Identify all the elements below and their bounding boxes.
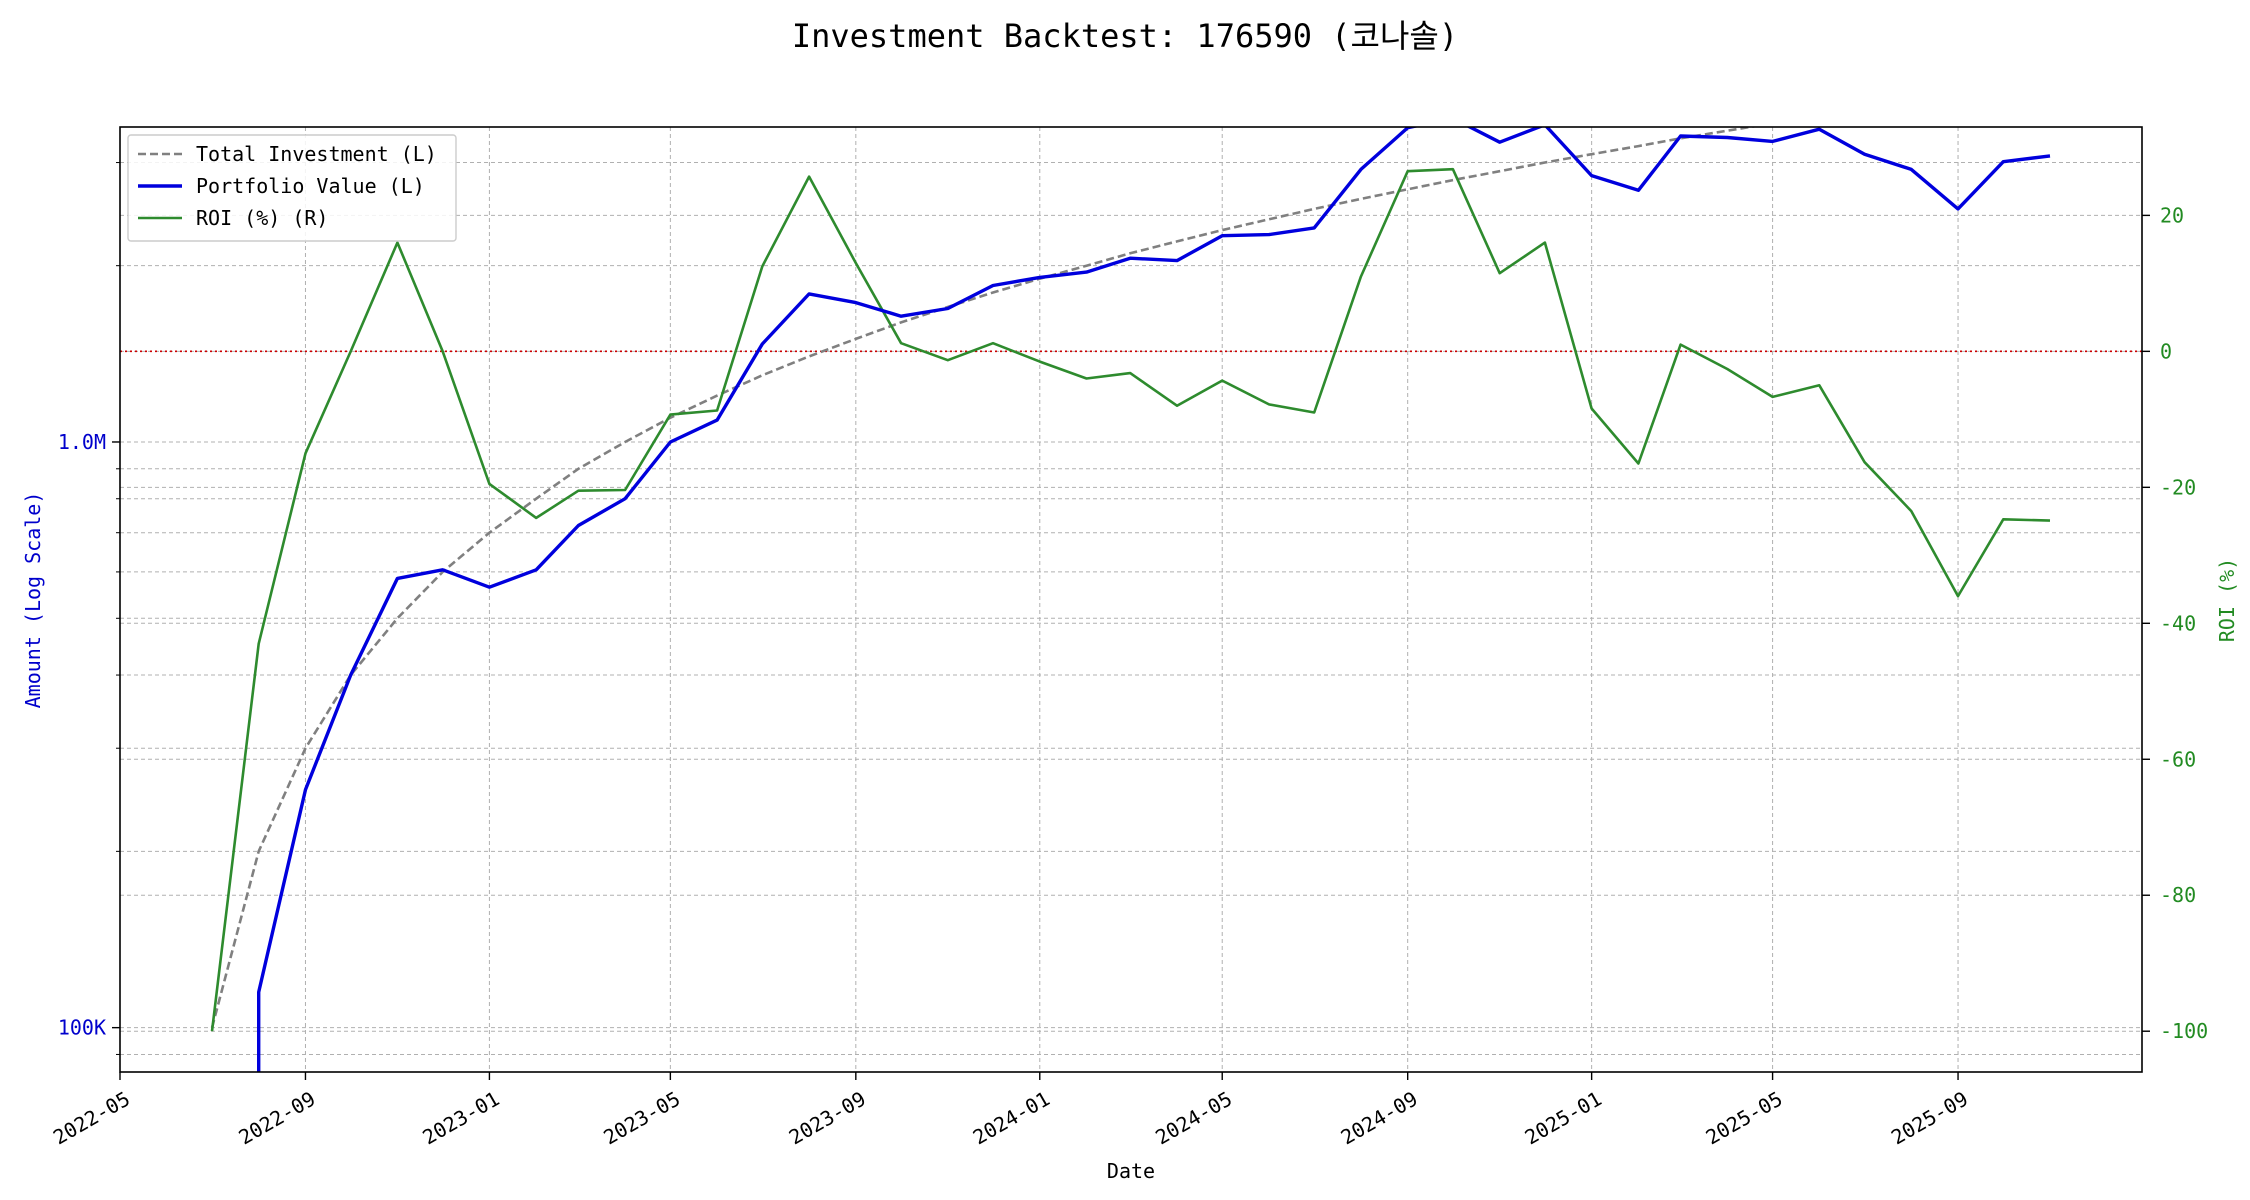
x-tick-label: 2022-09 [234, 1087, 319, 1150]
legend-box [127, 134, 457, 242]
legend-label-roi: ROI (%) (R) [196, 206, 328, 230]
series-line-roi-r [210, 167, 2051, 1032]
plot-frame [119, 126, 2143, 1073]
chart-title: Investment Backtest: 176590 (코나솔) [792, 17, 1458, 55]
legend-label-portfolio-value: Portfolio Value (L) [196, 174, 425, 198]
series-line-portfolio-value-l [257, 127, 2051, 1072]
x-tick-label: 2025-01 [1521, 1087, 1606, 1150]
y-right-tick-label: 20 [2160, 203, 2184, 227]
y-right-tick-label: -60 [2160, 747, 2196, 771]
y-right-tick-label: -80 [2160, 883, 2196, 907]
x-tick-label: 2023-09 [785, 1087, 870, 1150]
y-right-tick-label: -100 [2160, 1019, 2208, 1043]
y-right-tick-label: -20 [2160, 475, 2196, 499]
y-right-tick-label: -40 [2160, 611, 2196, 635]
y-axis-left-label: Amount (Log Scale) [21, 492, 45, 709]
x-tick-label: 2025-05 [1702, 1087, 1787, 1150]
legend: Total Investment (L) Portfolio Value (L)… [127, 134, 457, 242]
y-left-tick-label: 100K [58, 1016, 106, 1040]
axis-layer: 2022-05 2022-09 2023-01 2023-05 2023-09 2024-… [49, 162, 2208, 1150]
x-tick-label: 2024-09 [1337, 1087, 1422, 1150]
x-tick-label: 2023-01 [418, 1087, 503, 1150]
series-layer [210, 127, 2051, 1072]
x-axis-label: Date [1107, 1159, 1155, 1183]
x-tick-label: 2022-05 [49, 1087, 134, 1150]
legend-label-total-investment: Total Investment (L) [196, 142, 437, 166]
grid-layer [119, 127, 2142, 1072]
x-tick-label: 2024-01 [969, 1087, 1054, 1150]
x-tick-label: 2025-09 [1887, 1087, 1972, 1150]
y-axis-right-label: ROI (%) [2215, 558, 2239, 642]
x-tick-label: 2023-05 [599, 1087, 684, 1150]
series-line-total-investment-l [210, 127, 1759, 1029]
y-right-tick-label: 0 [2160, 339, 2172, 363]
y-left-tick-label: 1.0M [58, 430, 106, 454]
x-tick-label: 2024-05 [1151, 1087, 1236, 1150]
